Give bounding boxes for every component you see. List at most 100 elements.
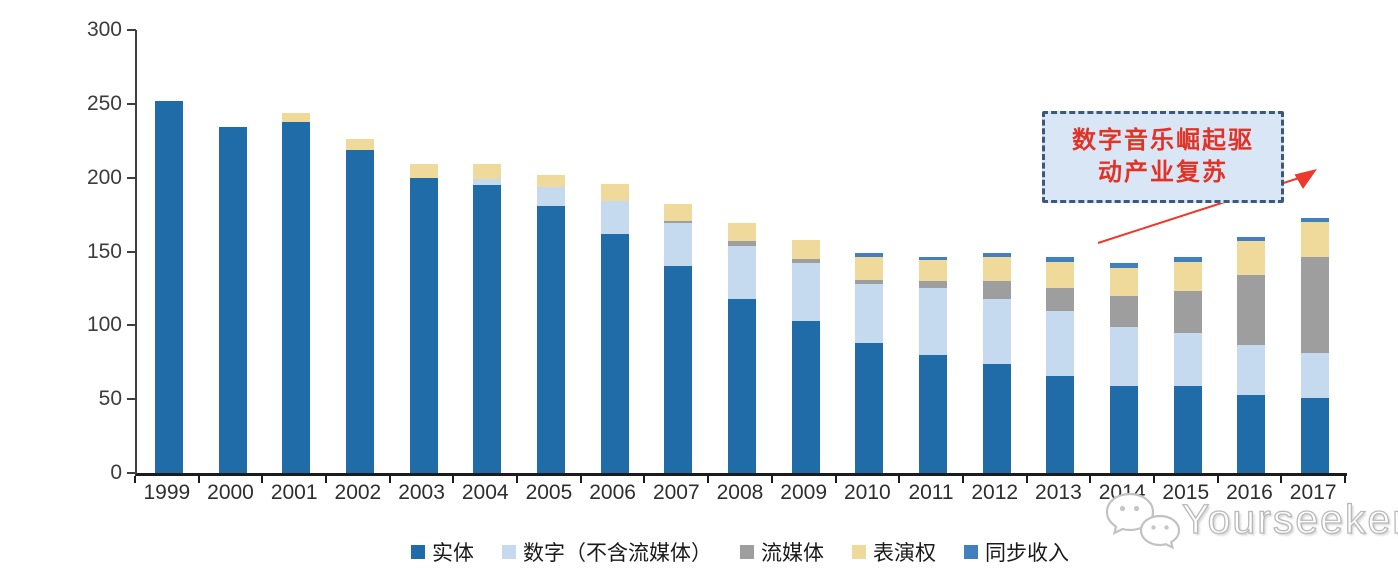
- bar-segment: [282, 121, 311, 473]
- bar-segment: [728, 245, 756, 299]
- bar-segment: [982, 363, 1011, 473]
- x-axis-tick-mark: [388, 476, 391, 483]
- x-axis-tick-mark: [579, 476, 582, 483]
- bar-segment: [1110, 326, 1139, 386]
- x-axis-tick-mark: [834, 476, 837, 483]
- x-axis-tick-mark: [197, 476, 200, 483]
- bar-segment: [409, 177, 438, 473]
- x-axis-label: 2015: [1162, 481, 1210, 504]
- bar-segment: [982, 257, 1011, 282]
- bar-segment: [1237, 394, 1266, 473]
- bar-segment: [1046, 288, 1075, 311]
- x-axis-tick-mark: [898, 476, 901, 483]
- annotation-text-line2: 动产业复苏: [1098, 159, 1228, 186]
- x-axis-label: 2006: [589, 481, 636, 504]
- x-axis-label: 1999: [143, 481, 191, 504]
- bar-segment: [1173, 385, 1202, 473]
- bar-segment: [1301, 353, 1330, 398]
- legend-item: 数字（不含流媒体）: [502, 537, 712, 567]
- bar-segment: [919, 288, 948, 355]
- legend-swatch-icon: [740, 545, 754, 559]
- bar-segment: [473, 179, 502, 186]
- x-axis-tick-mark: [1152, 476, 1155, 483]
- x-axis-label: 2013: [1035, 481, 1082, 504]
- bar-segment: [1046, 375, 1075, 473]
- bar-segment: [919, 354, 948, 473]
- bar-segment: [536, 186, 565, 206]
- legend-item: 流媒体: [740, 537, 824, 567]
- bar-segment: [855, 253, 884, 258]
- annotation-text-line1: 数字音乐崛起驱: [1072, 127, 1254, 154]
- bar-segment: [600, 183, 629, 202]
- bar-segment: [728, 223, 756, 242]
- x-axis-label: 2008: [716, 481, 764, 504]
- x-axis-label: 2016: [1226, 481, 1273, 504]
- legend-label: 数字（不含流媒体）: [523, 542, 712, 565]
- bar-segment: [536, 205, 565, 473]
- x-axis-label: 2012: [971, 481, 1019, 504]
- x-axis-label: 2002: [334, 481, 382, 504]
- legend-swatch-icon: [411, 545, 425, 559]
- legend-item: 实体: [411, 537, 474, 567]
- legend-label: 流媒体: [761, 542, 824, 565]
- x-axis-label: 2005: [525, 481, 573, 504]
- bar-segment: [1173, 291, 1202, 333]
- y-axis-tick-label: 50: [98, 387, 122, 411]
- bar-segment: [1237, 236, 1266, 242]
- bar-segment: [919, 257, 948, 261]
- x-axis-label: 2004: [461, 481, 509, 504]
- x-axis-label: 2009: [780, 481, 828, 504]
- bar-segment: [1301, 257, 1330, 354]
- bar-segment: [1110, 385, 1139, 473]
- bar-segment: [409, 164, 438, 178]
- bar-segment: [855, 343, 884, 473]
- bar-segment: [1301, 217, 1330, 222]
- bar-segment: [1173, 261, 1202, 292]
- legend-swatch-icon: [852, 545, 866, 559]
- x-axis-tick-mark: [643, 476, 646, 483]
- bar-segment: [1237, 241, 1266, 276]
- bar-segment: [1173, 332, 1202, 386]
- x-axis-label: 2007: [652, 481, 700, 504]
- bar-segment: [791, 320, 820, 473]
- bar-segment: [473, 185, 502, 473]
- bar-segment: [600, 201, 629, 234]
- chat-bubbles-logo-icon: [1105, 492, 1181, 550]
- x-axis-label: 2010: [843, 481, 891, 504]
- bar-segment: [1110, 267, 1139, 296]
- legend-swatch-icon: [502, 545, 516, 559]
- x-axis-tick-mark: [770, 476, 773, 483]
- bar-segment: [664, 220, 693, 224]
- y-axis-tick-mark: [127, 398, 136, 401]
- legend-label: 同步收入: [985, 542, 1069, 565]
- x-axis-tick-mark: [961, 476, 964, 483]
- legend-item: 同步收入: [964, 537, 1069, 567]
- bar-segment: [728, 241, 756, 246]
- bar-segment: [282, 112, 311, 122]
- bar-segment: [1237, 275, 1266, 345]
- x-axis-tick-mark: [1025, 476, 1028, 483]
- watermark: Yourseeker: [1102, 488, 1398, 550]
- x-axis-tick-mark: [516, 476, 519, 483]
- bar-segment: [1237, 344, 1266, 395]
- x-axis-tick-mark: [325, 476, 328, 483]
- bar-segment: [855, 284, 884, 344]
- bar-segment: [664, 223, 693, 267]
- bar-segment: [1046, 261, 1075, 289]
- y-axis-tick-label: 100: [86, 313, 122, 337]
- y-axis-tick-label: 150: [86, 239, 122, 263]
- bar-segment: [1046, 310, 1075, 376]
- bar-segment: [664, 266, 693, 473]
- bar-segment: [791, 239, 820, 259]
- bar-segment: [982, 298, 1011, 364]
- x-axis-tick-mark: [261, 476, 264, 483]
- y-axis-tick-mark: [127, 472, 136, 474]
- bar-segment: [1301, 221, 1330, 258]
- legend-item: 表演权: [852, 537, 936, 567]
- y-axis-tick-mark: [127, 102, 136, 105]
- x-axis-tick-mark: [707, 476, 710, 483]
- bar-segment: [919, 281, 948, 289]
- bar-segment: [855, 257, 884, 280]
- bar-segment: [1046, 257, 1075, 262]
- bar-segment: [345, 149, 374, 473]
